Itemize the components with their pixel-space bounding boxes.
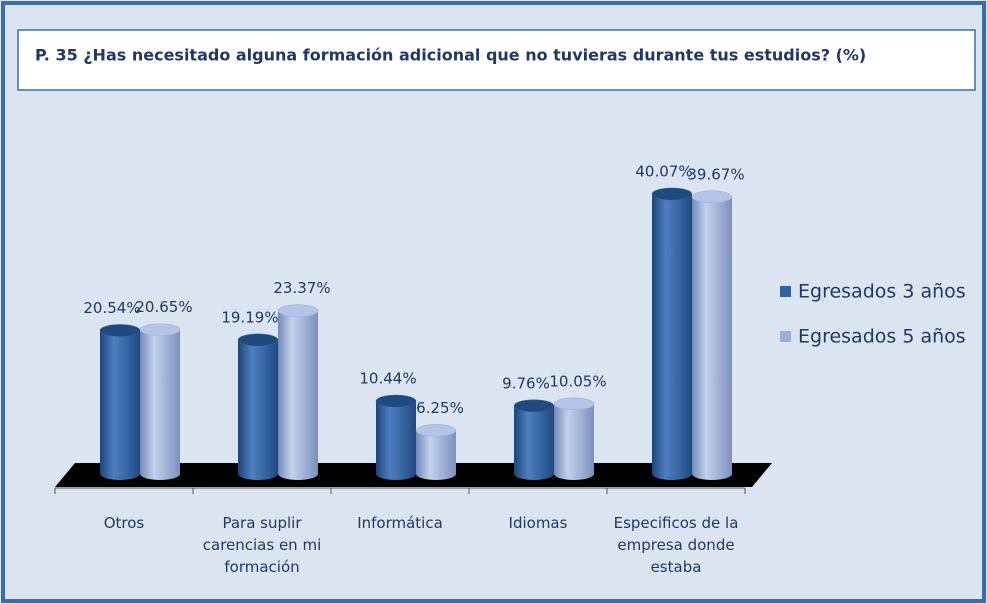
x-tick-label: Otros bbox=[103, 514, 145, 532]
value-label: 40.07% bbox=[635, 163, 692, 181]
bar bbox=[692, 196, 732, 474]
bar-top bbox=[651, 187, 693, 201]
bar bbox=[416, 430, 456, 474]
x-tick-label: Especificos de la empresa donde estaba bbox=[613, 514, 739, 576]
value-label: 39.67% bbox=[687, 165, 744, 183]
bar-top bbox=[237, 333, 279, 347]
bar-top bbox=[513, 399, 555, 413]
value-label: 19.19% bbox=[221, 308, 278, 326]
value-label: 10.44% bbox=[359, 370, 416, 388]
bar bbox=[238, 339, 278, 474]
bar-top bbox=[553, 397, 595, 411]
bar bbox=[100, 330, 140, 474]
value-label: 10.05% bbox=[549, 372, 606, 390]
bar bbox=[376, 401, 416, 474]
bar-top bbox=[277, 304, 319, 317]
x-tick-label: Informática bbox=[357, 514, 443, 532]
bar-top bbox=[375, 394, 417, 408]
x-tick-label: Para suplir carencias en mi formación bbox=[202, 514, 322, 576]
x-tick-label: Idiomas bbox=[508, 514, 568, 532]
legend-label: Egresados 5 años bbox=[798, 326, 966, 348]
bar-top bbox=[139, 323, 181, 336]
value-label: 23.37% bbox=[273, 279, 330, 297]
chart-title: P. 35 ¿Has necesitado alguna formación a… bbox=[35, 46, 866, 65]
value-label: 20.54% bbox=[83, 299, 140, 317]
title-box bbox=[17, 29, 976, 91]
value-label: 9.76% bbox=[502, 374, 550, 392]
bar bbox=[140, 329, 180, 474]
bar bbox=[514, 405, 554, 474]
bar-top bbox=[99, 324, 141, 337]
value-label: 20.65% bbox=[135, 298, 192, 316]
bar bbox=[554, 403, 594, 474]
bar bbox=[278, 310, 318, 474]
bar bbox=[652, 194, 692, 474]
legend-swatch bbox=[780, 331, 791, 342]
legend-label: Egresados 3 años bbox=[798, 281, 966, 303]
bar-top bbox=[415, 424, 457, 437]
bar-top bbox=[691, 190, 733, 204]
value-label: 6.25% bbox=[416, 399, 464, 417]
legend-swatch bbox=[780, 286, 791, 297]
